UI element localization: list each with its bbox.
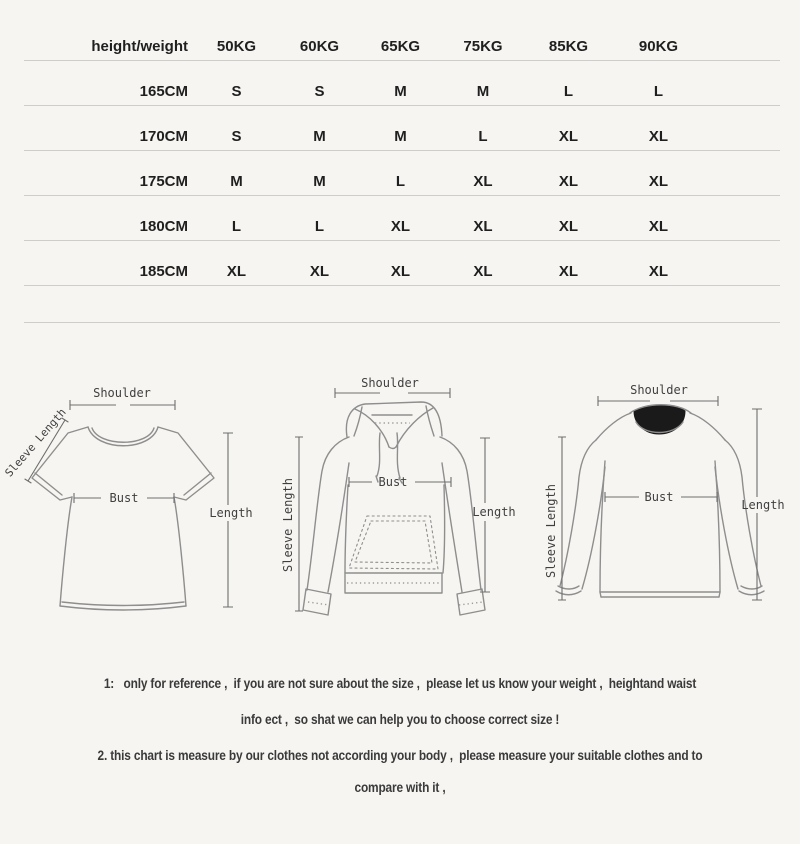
size-cell: M [313, 173, 326, 190]
size-cell: XL [309, 263, 330, 280]
column-header-60kg: 60KG [299, 38, 340, 55]
tshirt-measure-lines [24, 400, 233, 608]
column-header-85kg: 85KG [548, 38, 589, 55]
note-line-3: 2. this chart is measure by our clothes … [97, 747, 703, 763]
column-header-height-weight: height/weight [91, 38, 188, 55]
size-cell: L [231, 218, 242, 235]
long-sleeve-sleeve-length-label: Sleeve Length [544, 484, 558, 578]
hoodie-sketch [302, 401, 486, 616]
table-empty-row [24, 286, 780, 323]
hoodie-length-label: Length [472, 505, 515, 519]
size-cell: M [230, 173, 243, 190]
size-cell: XL [558, 218, 579, 235]
size-cell: M [313, 128, 326, 145]
long-sleeve-measurement-diagram: Shoulder Sleeve Length Bust Length [544, 383, 785, 601]
size-cell: XL [558, 173, 579, 190]
size-cell: XL [390, 263, 411, 280]
size-cell: XL [558, 128, 579, 145]
note-line-2: info ect , so shat we can help you to ch… [240, 711, 560, 727]
size-cell: XL [473, 218, 493, 235]
size-cell: XL [558, 263, 579, 280]
size-cell: XL [473, 263, 493, 280]
size-cell: XL [648, 263, 669, 280]
size-cell: XL [473, 173, 493, 190]
row-label: 185CM [139, 263, 188, 280]
long-sleeve-shoulder-label: Shoulder [630, 383, 688, 397]
row-label: 170CM [139, 128, 188, 145]
table-row-185cm: 185CM XL XL XL XL XL XL [24, 241, 780, 286]
table-row-175cm: 175CM M M L XL XL XL [24, 151, 780, 196]
table-row-180cm: 180CM L L XL XL XL XL [24, 196, 780, 241]
column-header-75kg: 75KG [463, 38, 503, 55]
column-header-50kg: 50KG [216, 38, 257, 55]
hoodie-measure-lines [295, 388, 490, 612]
tshirt-measurement-diagram: Shoulder Sleeve Length Bust Length [2, 386, 253, 611]
hoodie-bust-label: Bust [379, 475, 408, 489]
size-cell: M [394, 128, 407, 145]
size-cell: S [314, 83, 325, 100]
hoodie-measurement-diagram: Shoulder Sleeve Length Bust Length [281, 376, 516, 616]
size-cell: XL [648, 218, 669, 235]
long-sleeve-measure-lines [558, 396, 762, 601]
size-cell: S [231, 83, 242, 100]
row-label: 165CM [139, 83, 188, 100]
row-label: 175CM [139, 173, 188, 190]
size-cell: XL [648, 128, 669, 145]
size-cell: XL [226, 263, 247, 280]
size-cell: M [476, 83, 490, 100]
hoodie-sleeve-length-label: Sleeve Length [281, 478, 295, 572]
size-cell: M [394, 83, 407, 100]
column-header-90kg: 90KG [638, 38, 679, 55]
note-line-4: compare with it , [354, 779, 446, 795]
tshirt-bust-label: Bust [110, 491, 139, 505]
size-cell: L [395, 173, 406, 190]
size-cell: L [478, 128, 488, 145]
tshirt-sketch [31, 426, 215, 611]
long-sleeve-bust-label: Bust [645, 490, 674, 504]
long-sleeve-sketch [555, 404, 765, 598]
size-cell: XL [648, 173, 669, 190]
column-header-65kg: 65KG [380, 38, 421, 55]
tshirt-length-label: Length [209, 506, 252, 520]
size-cell: L [563, 83, 574, 100]
hoodie-shoulder-label: Shoulder [361, 376, 419, 390]
tshirt-shoulder-label: Shoulder [93, 386, 151, 400]
size-cell: S [231, 128, 242, 145]
note-line-1: 1: only for reference , if you are not s… [103, 675, 697, 691]
size-cell: L [653, 83, 664, 100]
table-row-170cm: 170CM S M M L XL XL [24, 106, 780, 151]
size-cell: L [314, 218, 325, 235]
long-sleeve-length-label: Length [741, 498, 784, 512]
table-header-row: height/weight 50KG 60KG 65KG 75KG 85KG 9… [24, 28, 780, 61]
table-row-165cm: 165CM S S M M L L [24, 61, 780, 106]
size-table: height/weight 50KG 60KG 65KG 75KG 85KG 9… [24, 28, 780, 323]
row-label: 180CM [139, 218, 188, 235]
size-cell: XL [390, 218, 411, 235]
